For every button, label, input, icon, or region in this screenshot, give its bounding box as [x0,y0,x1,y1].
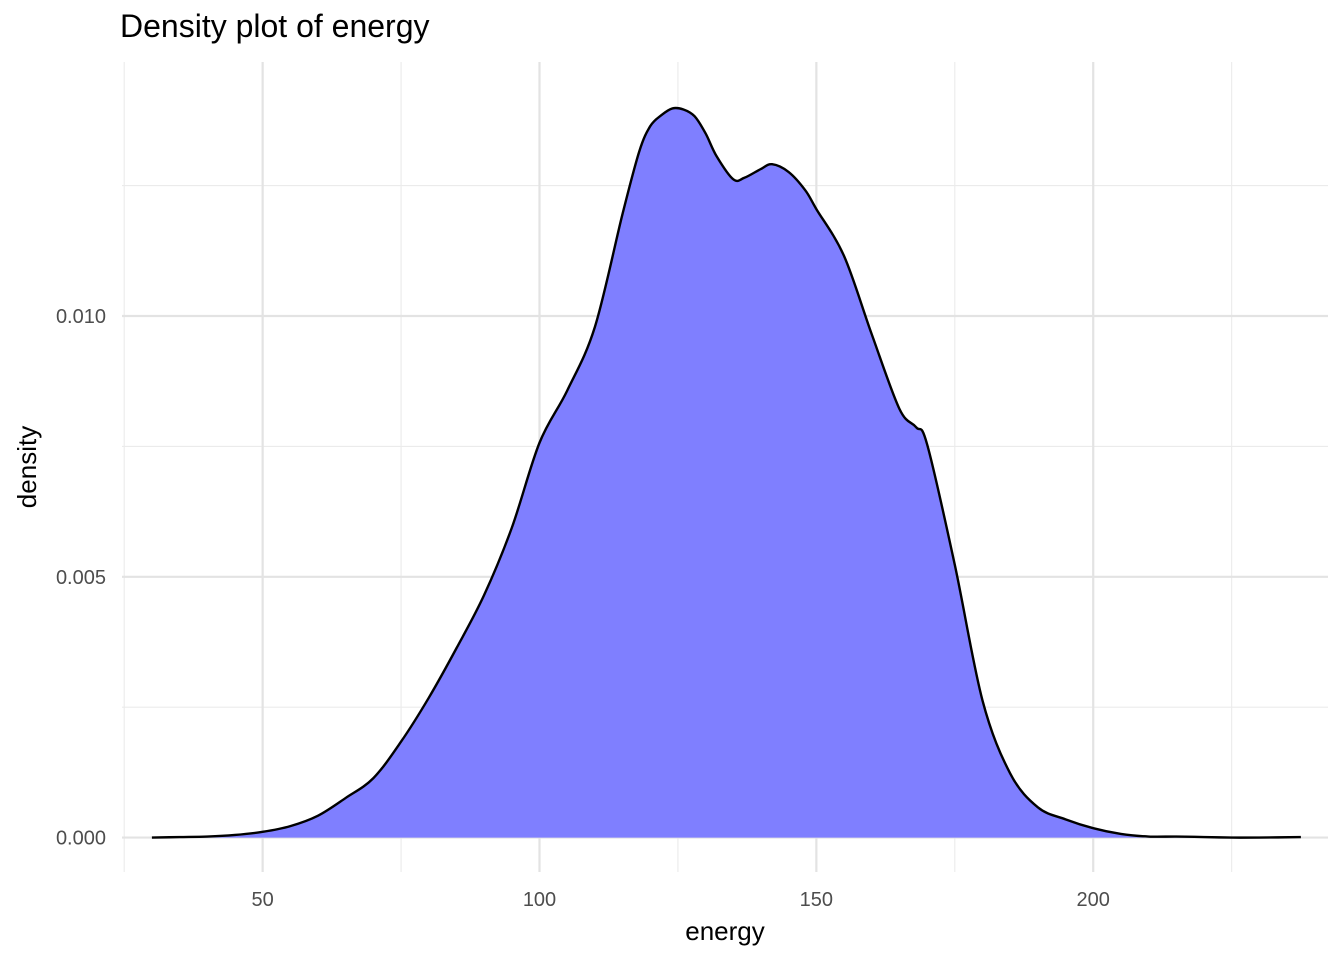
y-tick-label: 0.000 [56,828,106,850]
y-tick-label: 0.010 [56,306,106,328]
density-area [151,107,1301,838]
x-tick-label: 200 [1077,889,1110,911]
x-axis-ticks: 50 100 150 200 [252,889,1110,911]
y-axis-ticks: 0.000 0.005 0.010 [56,306,106,850]
density-line [151,106,1301,839]
x-axis-title: energy [685,916,765,946]
x-tick-label: 50 [252,889,274,911]
y-tick-label: 0.005 [56,567,106,589]
chart-title: Density plot of energy [120,8,430,44]
x-tick-label: 100 [523,889,556,911]
y-axis-title: density [12,426,42,508]
x-tick-label: 150 [800,889,833,911]
